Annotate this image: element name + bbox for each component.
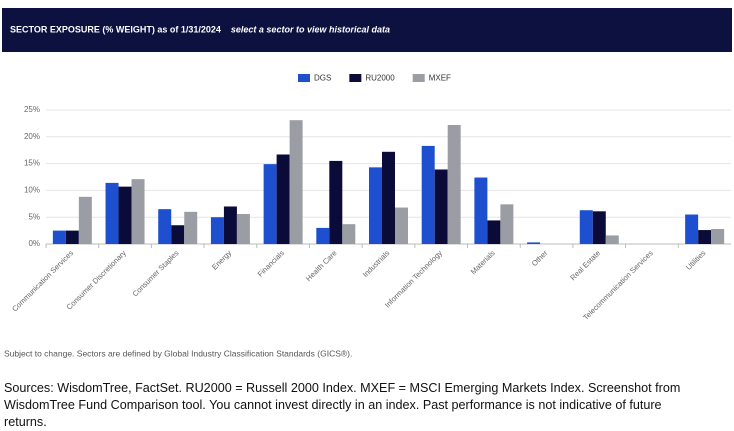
bar[interactable] [316, 227, 330, 244]
y-tick-label: 20% [24, 132, 40, 141]
bar[interactable] [105, 182, 119, 244]
y-tick-label: 10% [24, 186, 40, 195]
legend-swatch[interactable] [412, 74, 425, 82]
bar[interactable] [131, 179, 145, 244]
y-tick-label: 15% [24, 159, 40, 168]
x-tick-label[interactable]: Real Estate [568, 248, 602, 282]
bar[interactable] [579, 210, 593, 244]
x-tick-label[interactable]: Industrials [361, 248, 392, 279]
x-tick-label[interactable]: Utilities [684, 248, 708, 272]
bar[interactable] [52, 230, 66, 244]
bar[interactable] [65, 230, 79, 244]
bar[interactable] [263, 164, 277, 244]
bar[interactable] [289, 120, 303, 244]
chart-subtitle: select a sector to view historical data [231, 24, 390, 34]
bar[interactable] [500, 204, 514, 244]
bar[interactable] [369, 167, 382, 244]
chart-title: SECTOR EXPOSURE (% WEIGHT) as of 1/31/20… [10, 24, 221, 34]
legend-label[interactable]: RU2000 [365, 74, 395, 83]
bar[interactable] [711, 228, 725, 244]
legend-label[interactable]: MXEF [429, 74, 451, 83]
bar[interactable] [329, 160, 343, 244]
x-tick-label[interactable]: Information Technology [383, 248, 444, 309]
chart: SECTOR EXPOSURE (% WEIGHT) as of 1/31/20… [2, 8, 732, 358]
bar[interactable] [434, 169, 448, 244]
bar[interactable] [527, 242, 541, 244]
bar[interactable] [605, 235, 619, 244]
bar[interactable] [78, 196, 92, 244]
y-tick-label: 5% [28, 212, 40, 221]
x-tick-label[interactable]: Financials [256, 248, 286, 278]
legend-label[interactable]: DGS [314, 74, 331, 83]
x-tick-label[interactable]: Materials [469, 248, 497, 276]
header-bar [2, 8, 732, 52]
bar[interactable] [118, 186, 132, 244]
bar[interactable] [698, 230, 712, 244]
x-tick-label[interactable]: Other [530, 248, 550, 268]
bar[interactable] [158, 209, 172, 244]
legend-swatch[interactable] [298, 74, 310, 82]
x-tick-label[interactable]: Energy [210, 248, 233, 271]
bar[interactable] [474, 177, 488, 244]
bar[interactable] [171, 225, 185, 244]
bar[interactable] [236, 213, 250, 244]
legend-swatch[interactable] [349, 74, 362, 82]
x-tick-label[interactable]: Health Care [304, 248, 339, 283]
bar[interactable] [210, 217, 224, 244]
bar[interactable] [395, 207, 408, 244]
bar[interactable] [342, 224, 356, 244]
bar[interactable] [447, 125, 461, 244]
y-tick-label: 0% [28, 239, 40, 248]
bar[interactable] [184, 211, 198, 244]
x-tick-label[interactable]: Consumer Staples [131, 248, 181, 298]
y-tick-label: 25% [24, 105, 40, 114]
bar[interactable] [487, 220, 501, 244]
bar[interactable] [276, 154, 290, 244]
footnote: Subject to change. Sectors are defined b… [4, 348, 352, 358]
bar[interactable] [685, 214, 699, 244]
sources-note: Sources: WisdomTree, FactSet. RU2000 = R… [4, 381, 681, 429]
bar[interactable] [382, 151, 395, 244]
bar[interactable] [223, 206, 237, 244]
bar[interactable] [592, 211, 606, 244]
x-tick-label[interactable]: Consumer Discretionary [65, 248, 128, 311]
bar[interactable] [421, 145, 435, 244]
